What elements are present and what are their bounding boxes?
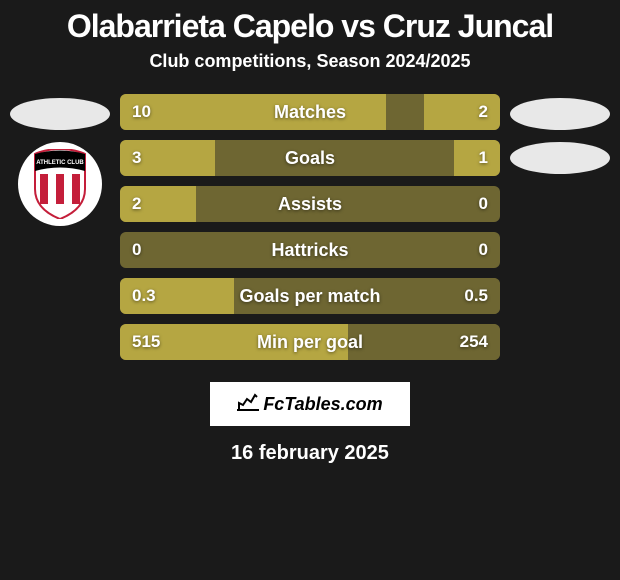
main-area: ATHLETIC CLUB 102Matches31Goals20Assists… (0, 94, 620, 360)
chart-icon (237, 393, 259, 416)
stat-row: 515 254Min per goal (120, 324, 500, 360)
left-player-col: ATHLETIC CLUB (10, 94, 110, 226)
stat-row: 0.3 0.5Goals per match (120, 278, 500, 314)
stat-label: Hattricks (120, 240, 500, 261)
stat-row: 3 1Goals (120, 140, 500, 176)
stat-value-left: 515 (132, 332, 160, 352)
stat-value-left: 0 (132, 240, 141, 260)
stat-value-left: 0.3 (132, 286, 156, 306)
stat-label: Goals per match (120, 286, 500, 307)
stat-label: Matches (120, 102, 500, 123)
stat-rows: 102Matches31Goals20Assists00Hattricks0.3… (110, 94, 510, 360)
player-photo-placeholder (10, 98, 110, 130)
comparison-card: Olabarrieta Capelo vs Cruz Juncal Club c… (0, 0, 620, 580)
stat-value-right: 0.5 (464, 286, 488, 306)
source-logo-text: FcTables.com (263, 394, 382, 415)
stat-value-right: 1 (479, 148, 488, 168)
stat-value-right: 0 (479, 194, 488, 214)
stat-value-left: 2 (132, 194, 141, 214)
stat-value-left: 10 (132, 102, 151, 122)
svg-text:ATHLETIC CLUB: ATHLETIC CLUB (36, 160, 84, 166)
stat-row: 10 2Matches (120, 94, 500, 130)
page-title: Olabarrieta Capelo vs Cruz Juncal (0, 0, 620, 51)
stat-value-right: 2 (479, 102, 488, 122)
date-line: 16 february 2025 (0, 442, 620, 465)
stat-label: Min per goal (120, 332, 500, 353)
source-logo: FcTables.com (210, 382, 410, 426)
club-badge-left: ATHLETIC CLUB (18, 142, 102, 226)
stat-row: 0 0Hattricks (120, 232, 500, 268)
stat-value-left: 3 (132, 148, 141, 168)
stat-label: Goals (120, 148, 500, 169)
page-subtitle: Club competitions, Season 2024/2025 (0, 51, 620, 72)
club-badge-placeholder (510, 142, 610, 174)
stat-value-right: 254 (460, 332, 488, 352)
stat-label: Assists (120, 194, 500, 215)
player-photo-placeholder (510, 98, 610, 130)
right-player-col (510, 94, 610, 174)
athletic-club-badge-icon: ATHLETIC CLUB (30, 149, 90, 219)
stat-value-right: 0 (479, 240, 488, 260)
stat-row: 2 0Assists (120, 186, 500, 222)
